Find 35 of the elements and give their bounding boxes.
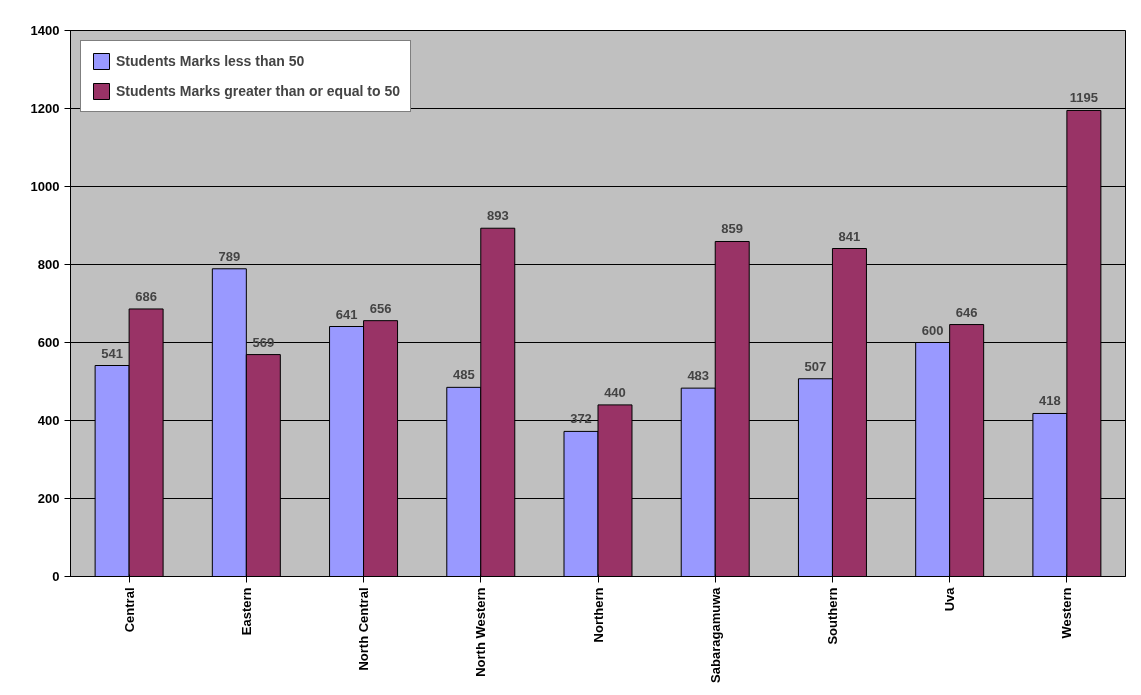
data-label: 656 xyxy=(369,300,392,316)
data-label: 646 xyxy=(955,304,978,320)
y-tick-label: 400 xyxy=(37,413,60,428)
x-tick-label: Western xyxy=(1059,587,1075,639)
data-label: 686 xyxy=(135,288,157,304)
data-label: 1195 xyxy=(1069,90,1098,106)
y-tick-label: 1400 xyxy=(30,23,60,38)
data-label: 893 xyxy=(486,208,509,224)
y-tick-label: 800 xyxy=(37,257,60,272)
data-label: 641 xyxy=(335,306,358,322)
x-tick-label: North Central xyxy=(356,587,372,671)
y-tick-label: 1000 xyxy=(30,179,60,194)
x-tick-label: Sabaragamuwa xyxy=(707,586,723,683)
x-tick-label: North Western xyxy=(473,587,489,677)
x-tick-label: Northern xyxy=(590,587,606,643)
data-label: 483 xyxy=(687,368,710,384)
data-label: 841 xyxy=(838,228,861,244)
x-tick-label: Eastern xyxy=(238,587,254,636)
y-tick-label: 200 xyxy=(37,491,60,506)
legend-label: Students Marks less than 50 xyxy=(116,53,305,69)
data-label: 440 xyxy=(604,384,626,400)
y-tick-label: 600 xyxy=(37,335,60,350)
x-tick-label: Southern xyxy=(824,587,840,645)
x-tick-label: Uva xyxy=(942,586,958,612)
x-tick-label: Central xyxy=(121,587,137,633)
data-label: 507 xyxy=(804,358,827,374)
data-label: 789 xyxy=(218,248,241,264)
y-tick-label: 1200 xyxy=(30,101,60,116)
data-label: 859 xyxy=(721,221,744,237)
y-tick-label: 0 xyxy=(52,569,60,584)
legend-label: Students Marks greater than or equal to 50 xyxy=(116,83,400,99)
data-label: 418 xyxy=(1039,393,1061,409)
data-label: 485 xyxy=(452,367,475,383)
data-label: 541 xyxy=(101,345,123,361)
data-label: 600 xyxy=(921,322,944,338)
